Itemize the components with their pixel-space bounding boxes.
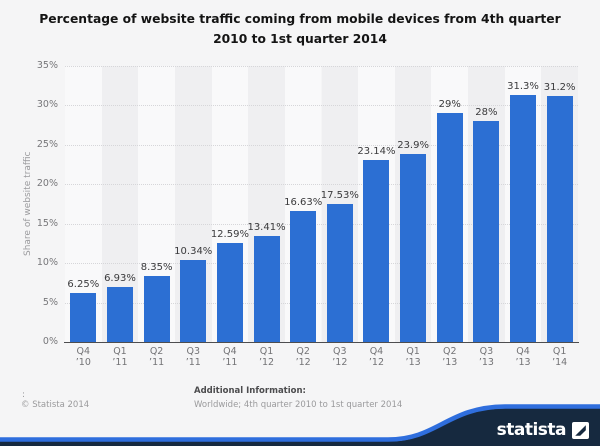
bar-value-label: 6.25% xyxy=(67,278,100,290)
additional-info-text: Worldwide; 4th quarter 2010 to 1st quart… xyxy=(194,400,403,410)
gridline-5 xyxy=(65,302,578,304)
footer-wave-navy-fill xyxy=(0,408,600,446)
y-tick-label: 0% xyxy=(42,336,58,347)
bar-Q4-12 xyxy=(363,159,390,342)
bar-value-label: 13.41% xyxy=(247,222,286,234)
x-tick-label: Q4’12 xyxy=(368,346,385,368)
x-tick-label: Q2’11 xyxy=(149,346,165,368)
gridline-30 xyxy=(65,105,578,107)
x-axis-labels: Q4’10 Q1’11 Q2’11 Q3’11 Q4’11 Q1’12 Q2’12 Q3’12… xyxy=(65,346,578,371)
x-tick-label: Q1’14 xyxy=(552,346,568,368)
x-tick-label: Q3’11 xyxy=(185,346,201,368)
footer-wave-blue-stripe xyxy=(0,404,600,442)
chart-title-line-1: Percentage of website traffic coming fro… xyxy=(39,12,561,26)
bar-Q3-13 xyxy=(473,121,500,342)
x-tick-label: Q3’12 xyxy=(332,346,348,368)
gridline-15 xyxy=(65,223,578,225)
x-tick-label: Q4’10 xyxy=(75,346,91,368)
bar-value-label: 29% xyxy=(438,99,461,111)
footer-wave-decoration xyxy=(0,404,600,446)
chart-title: Percentage of website traffic coming fro… xyxy=(30,9,570,49)
bar-Q2-11 xyxy=(143,276,170,342)
x-axis-baseline xyxy=(64,342,579,343)
bar-value-label: 23.9% xyxy=(397,139,429,151)
x-tick-label: Q1’11 xyxy=(112,346,128,368)
gridline-20 xyxy=(65,184,578,186)
bar-value-label: 31.2% xyxy=(543,81,576,93)
bar-value-label: 8.35% xyxy=(140,262,173,274)
bar-value-label: 28% xyxy=(475,107,498,119)
bar-Q1-14 xyxy=(546,95,573,342)
bar-value-label: 23.14% xyxy=(357,145,396,157)
bar-Q1-13 xyxy=(400,153,427,342)
statista-logo: statista xyxy=(497,422,589,439)
y-tick-label: 5% xyxy=(42,296,58,308)
x-tick-label: Q3’13 xyxy=(478,346,494,368)
additional-info-label: Additional Information: xyxy=(194,386,306,396)
y-tick-label: 35% xyxy=(36,60,58,71)
chart-title-line-2: 2010 to 1st quarter 2014 xyxy=(213,32,387,46)
x-tick-label: Q4’13 xyxy=(515,346,531,368)
y-tick-label: 15% xyxy=(36,217,58,229)
statista-logo-text: statista xyxy=(496,420,567,440)
plot-area: 6.25% 6.93% 8.35% 10.34% 12.59% 13.41% 16.63% 1… xyxy=(65,66,578,342)
bar-value-label: 31.3% xyxy=(507,81,539,93)
y-axis-ticks: 0% 5% 10% 15% 20% 25% 30% 35% xyxy=(0,60,58,347)
source-colon: : xyxy=(22,390,26,400)
x-tick-label: Q1’12 xyxy=(258,346,275,368)
x-tick-label: Q2’13 xyxy=(442,346,458,368)
bar-value-label: 6.93% xyxy=(104,273,136,285)
bar-Q4-11 xyxy=(216,242,243,342)
bar-value-label: 16.63% xyxy=(284,196,323,208)
bar-value-label: 17.53% xyxy=(320,189,359,201)
bar-Q1-12 xyxy=(253,236,280,342)
bar-Q3-11 xyxy=(180,260,207,342)
x-tick-label: Q2’12 xyxy=(295,346,311,368)
bar-value-label: 12.59% xyxy=(210,228,249,240)
bar-value-label: 10.34% xyxy=(174,246,213,258)
x-tick-label: Q4’11 xyxy=(222,346,238,368)
y-tick-label: 25% xyxy=(36,138,58,150)
copyright-text: © Statista 2014 xyxy=(21,400,90,410)
bar-Q2-12 xyxy=(290,210,317,342)
x-tick-label: Q1’13 xyxy=(405,346,421,368)
gridline-25 xyxy=(65,144,578,146)
bar-Q4-13 xyxy=(510,95,537,342)
gridline-10 xyxy=(65,263,578,265)
bar-Q4-10 xyxy=(70,292,97,342)
bar-Q2-13 xyxy=(436,113,463,342)
y-tick-label: 20% xyxy=(36,178,58,190)
statista-logo-icon xyxy=(572,422,589,439)
y-tick-label: 10% xyxy=(36,257,58,269)
bar-Q1-11 xyxy=(106,287,133,342)
y-tick-label: 30% xyxy=(36,99,58,111)
bar-Q3-12 xyxy=(326,203,353,342)
gridline-35 xyxy=(65,66,578,67)
